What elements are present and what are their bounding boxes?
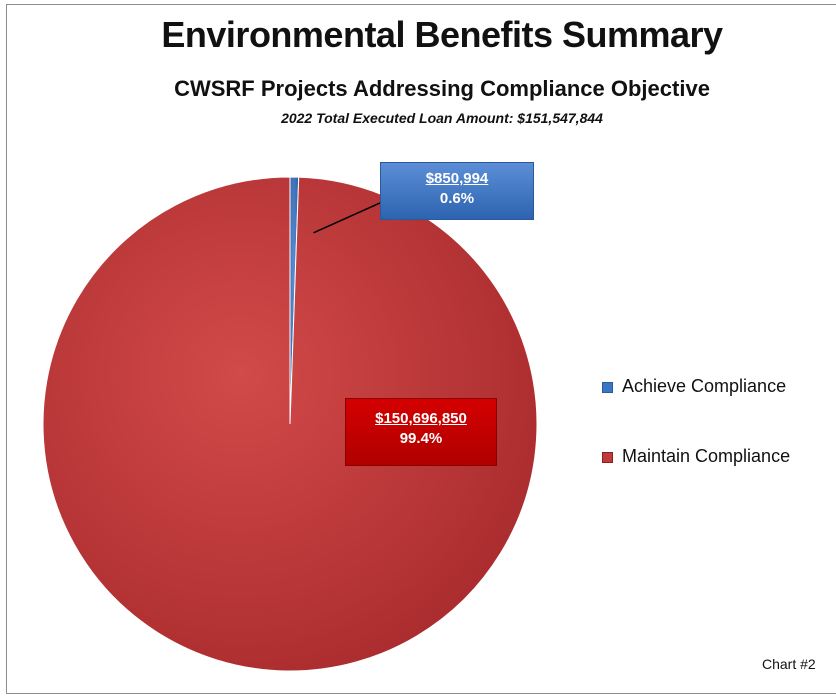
chart-title: Environmental Benefits Summary <box>161 14 723 55</box>
maintain-percent-label: 99.4% <box>399 430 443 447</box>
maintain-value-label: $150,696,850 <box>375 410 467 427</box>
legend-swatch-maintain <box>602 452 613 463</box>
chart-subtitle: CWSRF Projects Addressing Compliance Obj… <box>174 76 710 101</box>
legend-label-achieve: Achieve Compliance <box>622 376 787 396</box>
legend-swatch-achieve <box>602 382 613 393</box>
pie-slice-maintain <box>42 176 538 672</box>
chart-number: Chart #2 <box>762 656 816 672</box>
chart-subtitle-total: 2022 Total Executed Loan Amount: $151,54… <box>281 110 603 126</box>
maintain-data-label: $150,696,850 99.4% <box>345 398 497 466</box>
achieve-value-label: $850,994 <box>425 170 489 187</box>
achieve-leader-line <box>313 201 383 234</box>
achieve-data-label: $850,994 0.6% <box>380 162 534 220</box>
legend-label-maintain: Maintain Compliance <box>622 446 791 466</box>
achieve-percent-label: 0.6% <box>439 190 475 207</box>
